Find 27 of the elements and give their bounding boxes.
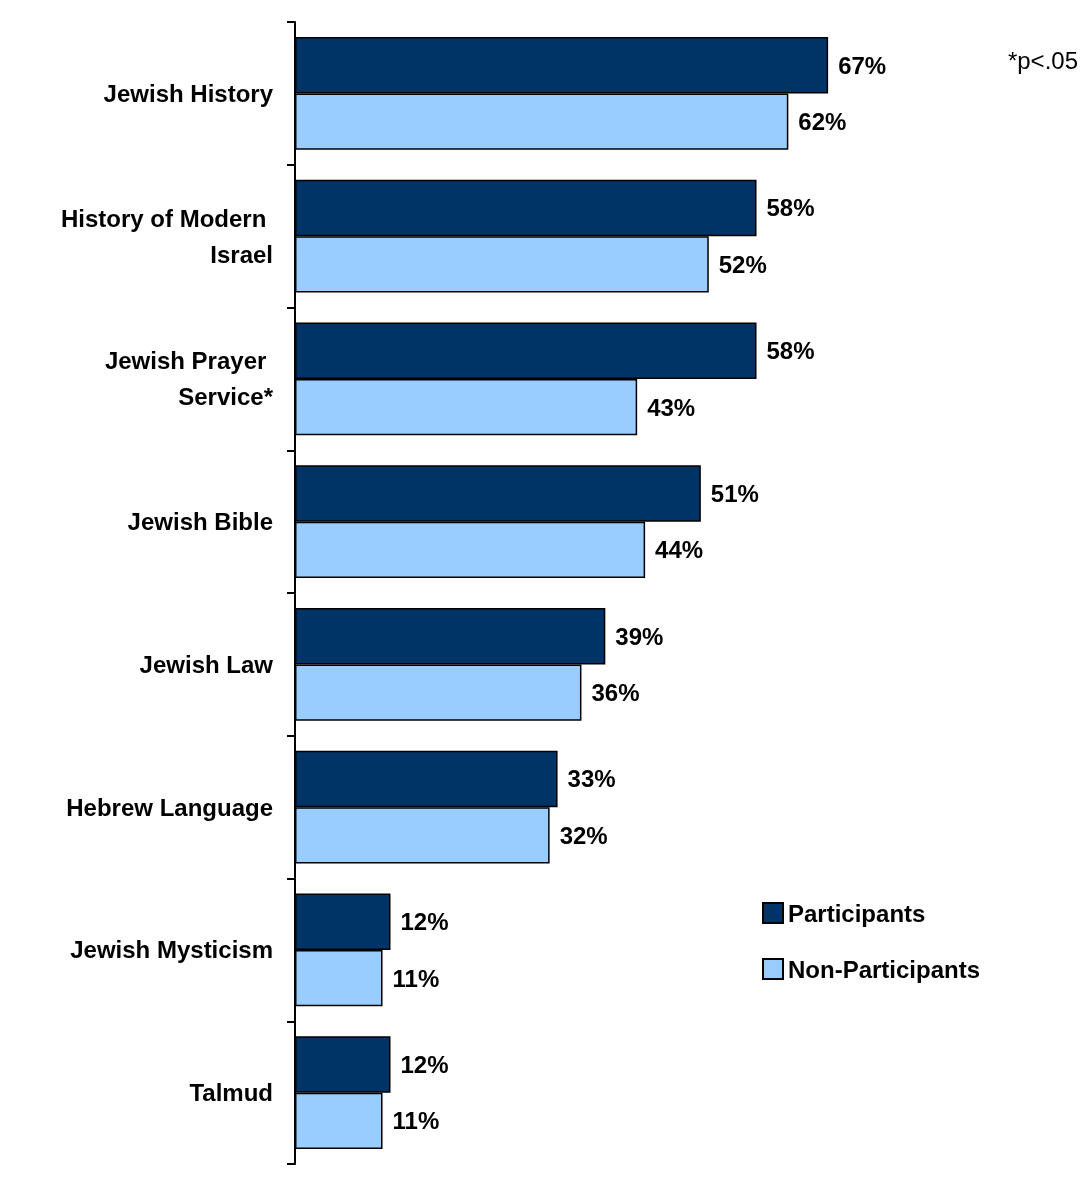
data-label: 43% [647,393,696,421]
data-label: 12% [400,1050,449,1078]
data-label: 39% [615,622,664,650]
data-label: 58% [766,337,815,365]
data-label: 62% [798,108,847,136]
data-label: 36% [591,679,640,707]
legend-label: Non-Participants [788,955,981,983]
data-label: 32% [559,821,608,849]
y-tick-label: History of Modern Israel [60,204,273,268]
legend-label: Participants [788,899,926,927]
data-label: 51% [710,479,759,507]
data-label: 52% [718,250,767,278]
y-tick-label: Hebrew Language [66,793,273,821]
y-tick-label: Jewish Prayer Service* [104,347,274,411]
data-label: 11% [392,1107,440,1135]
data-label: 12% [400,908,449,936]
data-label: 33% [567,765,616,793]
y-tick-label: Jewish Mysticism [70,936,273,964]
data-label: 67% [838,51,887,79]
y-tick-label: Talmud [189,1079,273,1107]
text: *p<.05 [1007,46,1079,74]
data-label: 58% [766,194,815,222]
y-tick-label: Jewish History [103,79,274,107]
y-tick-label: Jewish Bible [127,508,273,536]
data-label: 44% [655,536,704,564]
data-label: 11% [392,964,440,992]
y-tick-label: Jewish Law [139,650,274,678]
